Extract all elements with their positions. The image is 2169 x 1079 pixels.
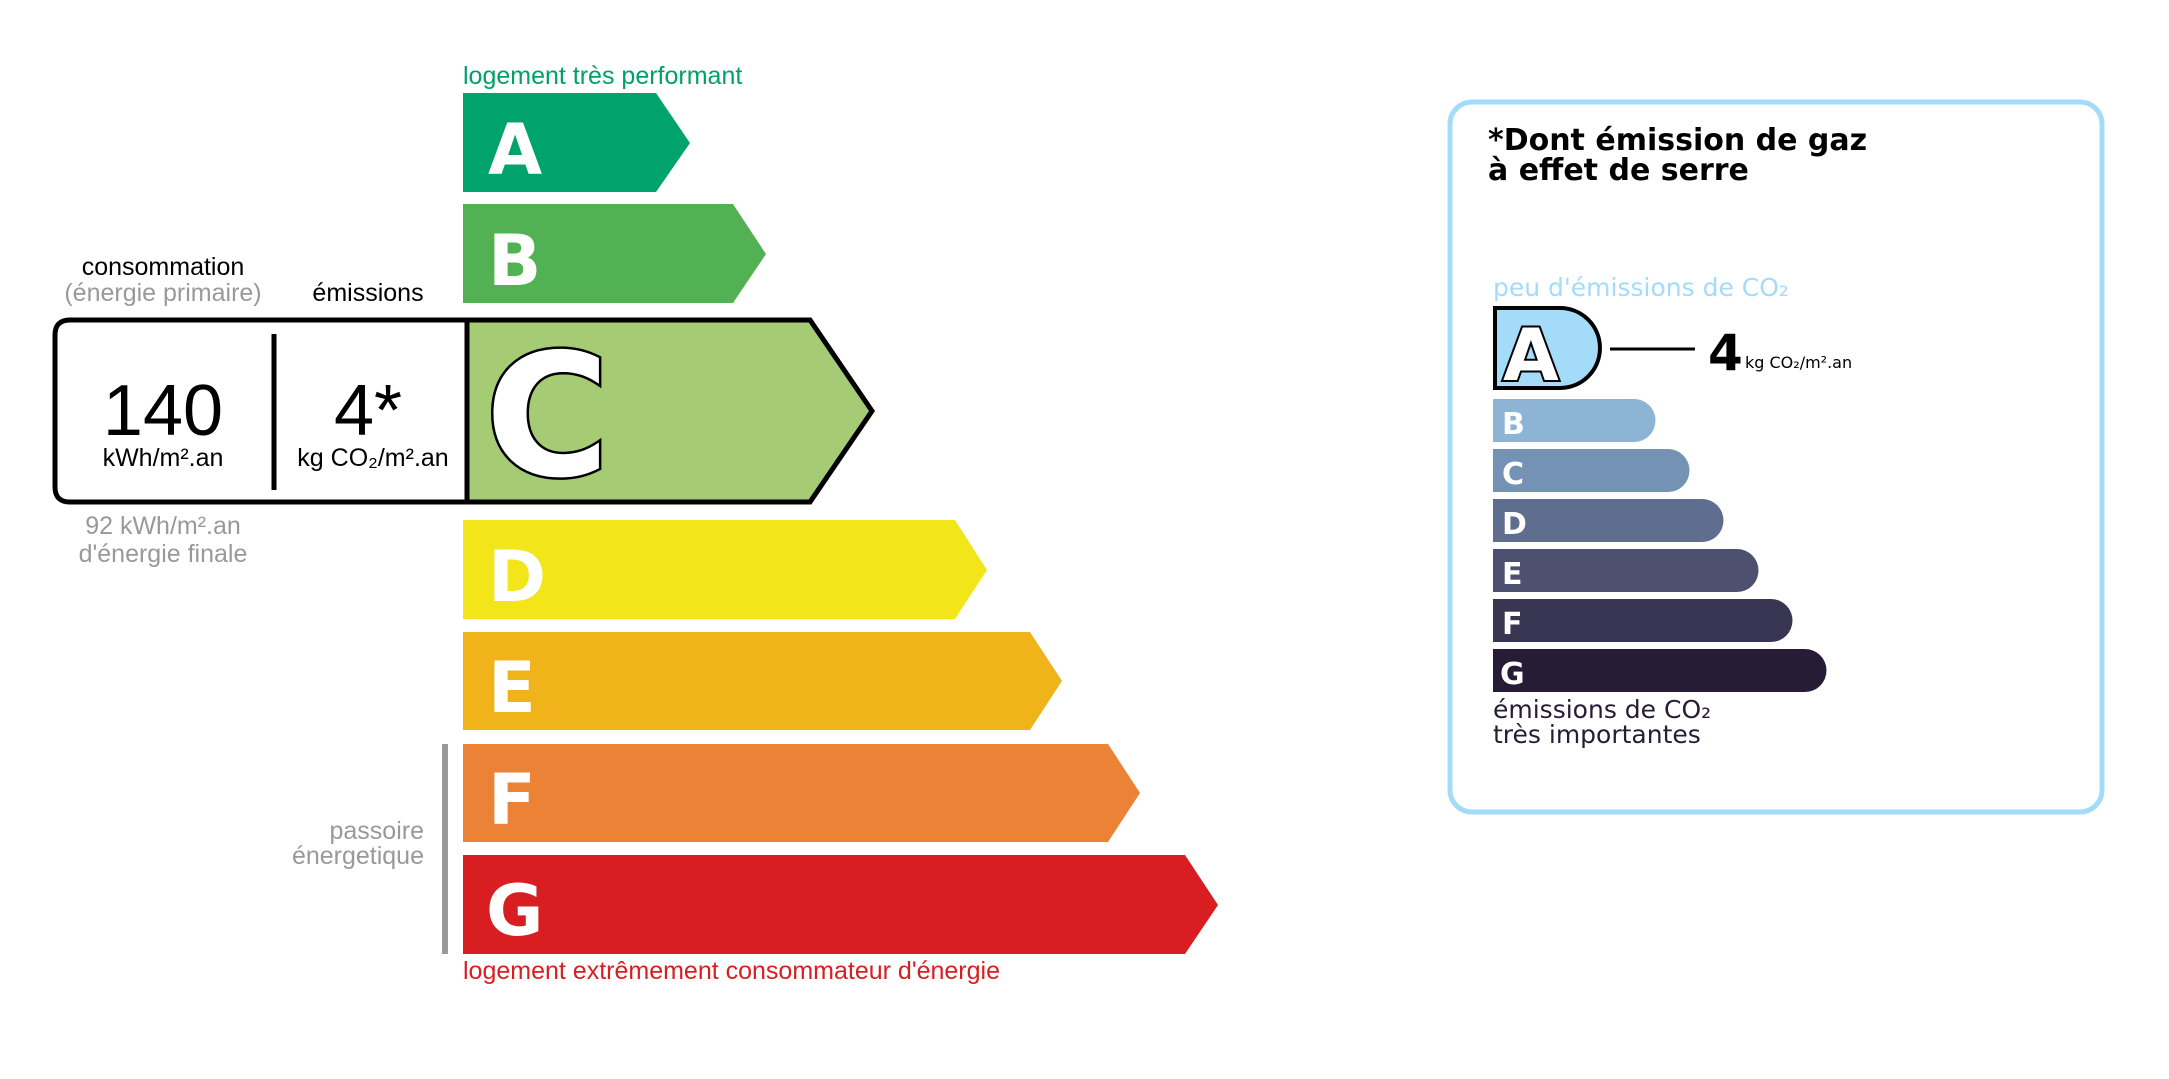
ges-bar-d: D [1493, 499, 1724, 542]
energy-letter-g: G [486, 870, 543, 952]
energy-bar-a: A [463, 93, 690, 192]
energy-current-indicator: C 140 kWh/m².an 4* kg CO₂/m².an [52, 316, 876, 519]
ges-letter-e: E [1502, 557, 1523, 592]
ges-letter-a: A [1503, 313, 1559, 397]
passoire-bracket [442, 744, 448, 954]
passoire-label-1: passoire [330, 817, 425, 845]
ges-bar-e: E [1493, 549, 1759, 592]
ges-letter-d: D [1502, 507, 1527, 542]
energy-bar-e: E [463, 632, 1062, 730]
emissions-label: émissions [312, 279, 423, 307]
ges-top-label: peu d'émissions de CO₂ [1493, 273, 1789, 302]
final-energy-label: d'énergie finale [79, 540, 248, 568]
ges-current-indicator: A 4 kg CO₂/m².an [1493, 306, 1852, 399]
energy-bar-d: D [463, 520, 987, 619]
ges-bottom-label-1: émissions de CO₂ [1493, 695, 1711, 724]
energy-top-label: logement très performant [463, 62, 742, 90]
ges-title-2: à effet de serre [1488, 153, 1749, 188]
energy-letter-a: A [488, 109, 542, 191]
passoire-label-2: énergetique [292, 842, 424, 870]
ges-bar-b: B [1493, 399, 1656, 442]
consumption-value: 140 [103, 371, 223, 451]
ges-letter-f: F [1502, 607, 1523, 642]
energy-bar-f: F [463, 744, 1140, 842]
energy-bottom-label: logement extrêmement consommateur d'éner… [463, 957, 1000, 985]
ges-bottom-label-2: très importantes [1493, 720, 1701, 749]
consumption-label: consommation [82, 253, 245, 281]
energy-bar-g: G [463, 855, 1218, 954]
final-energy-value: 92 kWh/m².an [85, 512, 241, 540]
consumption-sublabel: (énergie primaire) [64, 279, 261, 307]
ges-value: 4 [1708, 324, 1743, 382]
ges-letter-b: B [1502, 407, 1525, 442]
energy-letter-e: E [488, 647, 536, 729]
energy-letter-b: B [488, 220, 541, 302]
emissions-value: 4* [334, 371, 402, 451]
consumption-unit: kWh/m².an [103, 444, 224, 472]
ges-bar-f: F [1493, 599, 1793, 642]
ges-letter-g: G [1500, 657, 1525, 692]
energy-letter-c: C [485, 318, 610, 516]
ges-title-1: *Dont émission de gaz [1488, 123, 1867, 158]
emissions-unit: kg CO₂/m².an [297, 444, 448, 472]
energy-bar-b: B [463, 204, 766, 303]
energy-letter-d: D [488, 536, 546, 618]
ges-bar-g: G [1493, 649, 1827, 692]
ges-bar-c: C [1493, 449, 1690, 492]
ges-letter-c: C [1502, 457, 1524, 492]
energy-letter-f: F [488, 759, 536, 841]
ges-unit: kg CO₂/m².an [1745, 353, 1852, 372]
